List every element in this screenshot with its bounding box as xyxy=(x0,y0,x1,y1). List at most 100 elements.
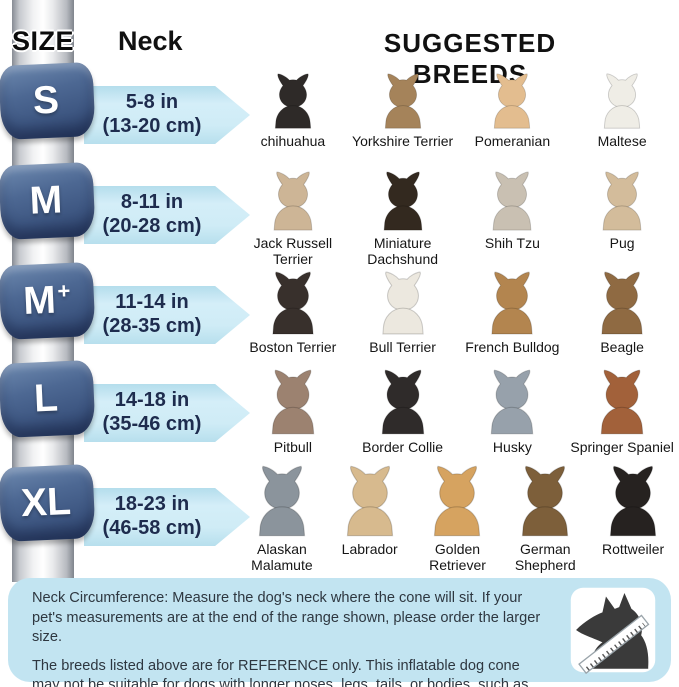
dog-illustration-wrap xyxy=(508,450,582,538)
breed-item: Border Collie xyxy=(348,356,458,456)
neck-range-cm: (35-46 cm) xyxy=(102,413,202,435)
breed-item: Alaskan Malamute xyxy=(238,450,326,574)
breed-item: Pomeranian xyxy=(458,58,568,150)
breed-item: Pug xyxy=(567,158,677,252)
breed-name: Shih Tzu xyxy=(484,235,540,251)
neck-range-arrow: 5-8 in (13-20 cm) xyxy=(84,86,250,144)
dog-icon xyxy=(274,73,312,129)
size-letter-sup: + xyxy=(56,277,71,304)
size-letter: S xyxy=(32,78,60,123)
dog-illustration-wrap xyxy=(262,158,324,232)
breed-list: Jack Russell Terrier Miniature Dachshund… xyxy=(238,158,677,267)
breed-name: Golden Retriever xyxy=(429,541,486,573)
dog-illustration-wrap xyxy=(260,258,326,336)
breed-name: Husky xyxy=(492,439,532,455)
breed-item: Springer Spaniel xyxy=(567,356,677,456)
size-letter: XL xyxy=(20,479,72,526)
dog-illustration-wrap xyxy=(593,58,651,130)
size-ribbon-mplus: M + xyxy=(0,261,96,341)
dog-icon xyxy=(603,73,641,129)
breed-item: Beagle xyxy=(567,258,677,356)
breed-list: Alaskan Malamute Labrador Golden Retriev… xyxy=(238,450,677,582)
dog-icon xyxy=(434,465,481,537)
neck-range-arrow: 14-18 in (35-46 cm) xyxy=(84,384,250,442)
neck-range-in: 14-18 in xyxy=(114,389,190,412)
size-letter: L xyxy=(33,376,59,421)
size-column-header: SIZE xyxy=(11,26,74,56)
breed-name: French Bulldog xyxy=(465,339,560,355)
info-text-reference-note: The breeds listed above are for REFERENC… xyxy=(32,657,529,687)
neck-range-cm: (20-28 cm) xyxy=(102,215,202,237)
breed-item: German Shepherd xyxy=(501,450,589,574)
breed-item: Golden Retriever xyxy=(414,450,502,574)
dog-illustration-wrap xyxy=(479,258,545,336)
dog-icon xyxy=(273,171,313,231)
neck-range-cm: (46-58 cm) xyxy=(102,517,202,539)
dog-icon xyxy=(272,271,314,335)
neck-column-header: Neck xyxy=(118,26,183,56)
neck-range-in: 8-11 in xyxy=(120,191,184,214)
breed-name: Pug xyxy=(609,235,635,251)
neck-range-arrow: 18-23 in (46-58 cm) xyxy=(84,488,250,546)
dog-icon xyxy=(609,465,657,537)
dog-icon xyxy=(381,271,424,335)
dog-icon xyxy=(601,271,643,335)
breed-name: Jack Russell Terrier xyxy=(253,235,333,267)
dog-illustration-wrap xyxy=(259,356,327,436)
dog-illustration-wrap xyxy=(596,450,670,538)
dog-illustration-wrap xyxy=(370,258,436,336)
neck-range-cm: (28-35 cm) xyxy=(102,315,202,337)
info-text-neck-circumference: Neck Circumference: Measure the dog's ne… xyxy=(32,590,541,646)
breed-name: Boston Terrier xyxy=(249,339,337,355)
breed-list: Boston Terrier Bull Terrier French Bulld… xyxy=(238,258,677,358)
breed-item: French Bulldog xyxy=(458,258,568,356)
neck-range-arrow: 8-11 in (20-28 cm) xyxy=(84,186,250,244)
breed-list: Pitbull Border Collie Husky Springer Spa… xyxy=(238,356,677,456)
info-panel: Neck Circumference: Measure the dog's ne… xyxy=(8,578,671,687)
breed-name: Beagle xyxy=(600,339,644,355)
size-ribbon-l: L xyxy=(0,359,96,439)
breed-name: Border Collie xyxy=(362,439,444,455)
breed-name: Yorkshire Terrier xyxy=(352,133,454,149)
breed-item: Boston Terrier xyxy=(238,258,348,356)
size-ribbon-s: S xyxy=(0,61,96,141)
dog-icon xyxy=(492,171,532,231)
dog-icon xyxy=(602,171,642,231)
dog-icon xyxy=(346,465,393,537)
size-row-mplus: M + 11-14 in (28-35 cm) Boston Terrier Bu… xyxy=(0,258,679,358)
breed-item: Yorkshire Terrier xyxy=(348,58,458,150)
breed-item: Rottweiler xyxy=(589,450,677,558)
neck-range-in: 18-23 in xyxy=(114,493,190,516)
breed-item: Maltese xyxy=(567,58,677,150)
size-row-l: L 14-18 in (35-46 cm) Pitbull Border Col… xyxy=(0,356,679,456)
dog-illustration-wrap xyxy=(420,450,494,538)
dog-illustration-wrap xyxy=(588,356,656,436)
dog-illustration-wrap xyxy=(369,356,437,436)
dog-neck-measure-icon xyxy=(570,587,656,674)
breed-item: Pitbull xyxy=(238,356,348,456)
dog-icon xyxy=(258,465,306,537)
dog-illustration-wrap xyxy=(264,58,322,130)
neck-range-in: 11-14 in xyxy=(115,291,189,314)
neck-range-arrow: 11-14 in (28-35 cm) xyxy=(84,286,250,344)
dog-illustration-wrap xyxy=(483,58,541,130)
size-letter: M xyxy=(28,178,64,223)
dog-icon xyxy=(271,369,315,435)
dog-illustration-wrap xyxy=(478,356,546,436)
size-row-s: S 5-8 in (13-20 cm) chihuahua Yorkshire … xyxy=(0,58,679,158)
breed-name: Pomeranian xyxy=(474,133,551,149)
dog-illustration-wrap xyxy=(333,450,407,538)
breed-item: Shih Tzu xyxy=(458,158,568,252)
size-ribbon-m: M xyxy=(0,161,96,241)
dog-illustration-wrap xyxy=(589,258,655,336)
breed-name: chihuahua xyxy=(260,133,326,149)
size-ribbon-xl: XL xyxy=(0,463,96,543)
dog-icon xyxy=(494,73,531,129)
breed-name: Bull Terrier xyxy=(369,339,436,355)
dog-illustration-wrap xyxy=(245,450,319,538)
dog-illustration-wrap xyxy=(372,158,434,232)
breed-name: Miniature Dachshund xyxy=(367,235,439,267)
dog-illustration-wrap xyxy=(481,158,543,232)
breed-item: Bull Terrier xyxy=(348,258,458,356)
